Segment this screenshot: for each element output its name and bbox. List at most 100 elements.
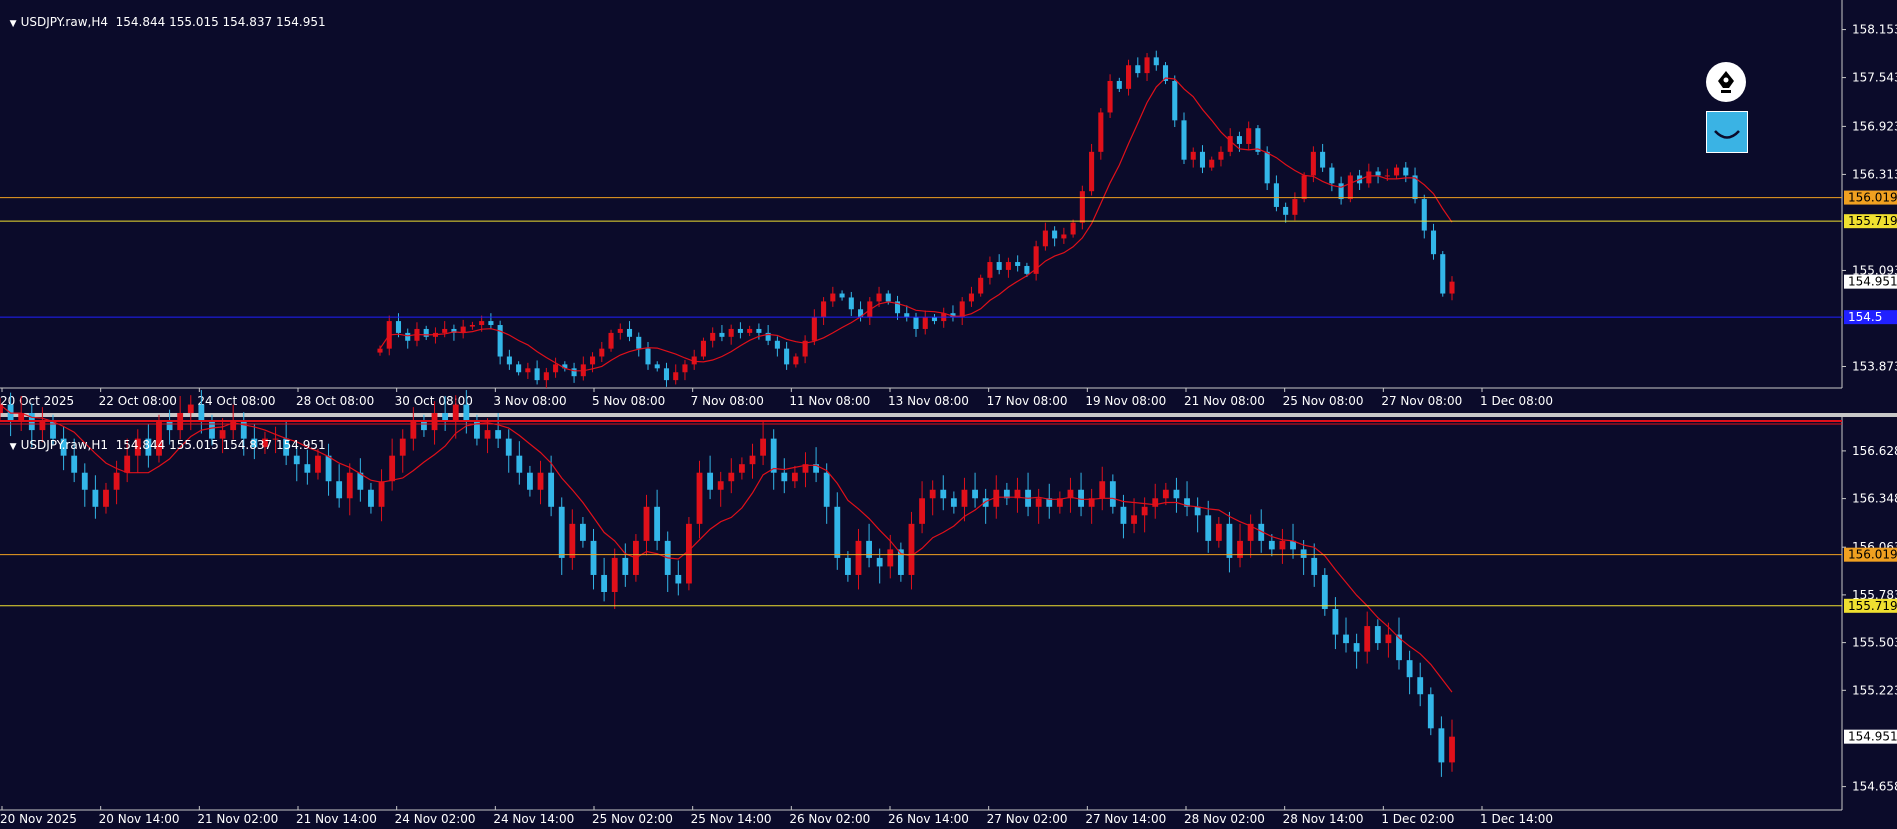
candle-body — [71, 455, 78, 473]
y-tick-label: 155.503 — [1852, 636, 1897, 650]
candle-body — [1056, 498, 1063, 507]
candle-body — [1332, 609, 1339, 635]
h4-ohlc-label: 154.844 155.015 154.837 154.951 — [115, 15, 326, 29]
h1-ohlc-label: 154.844 155.015 154.837 154.951 — [115, 438, 326, 452]
candle-body — [527, 472, 533, 490]
candle-body — [887, 549, 894, 567]
candle-body — [283, 438, 290, 456]
candle-body — [1438, 728, 1445, 763]
y-tick-label: 156.348 — [1852, 492, 1897, 506]
candle-body — [304, 464, 311, 473]
candle-body — [950, 498, 957, 507]
candle-body — [92, 489, 99, 507]
candle-body — [993, 489, 1000, 507]
candle-body — [377, 348, 383, 353]
price-level-label: 155.719 — [1848, 214, 1897, 228]
candle-body — [675, 574, 682, 584]
y-tick-label: 158.153 — [1852, 23, 1897, 37]
candle-body — [1152, 498, 1159, 507]
last-price-label: 154.951 — [1848, 275, 1897, 289]
collapse-triangle-icon[interactable]: ▼ — [9, 19, 17, 29]
candle-body — [717, 481, 724, 490]
candle-body — [855, 540, 862, 575]
price-level-tag — [1844, 214, 1897, 229]
candle-body — [599, 348, 605, 357]
candle-body — [1347, 175, 1353, 200]
candle-body — [1264, 151, 1270, 184]
candle-body — [156, 421, 162, 456]
y-tick-label: 156.628 — [1852, 444, 1897, 458]
x-tick-label: 27 Nov 08:00 — [1381, 394, 1462, 408]
smile-tool-button[interactable] — [1705, 110, 1749, 154]
candle-body — [756, 328, 762, 333]
x-tick-label: 30 Oct 08:00 — [395, 394, 473, 408]
last-price-label: 154.951 — [1848, 730, 1897, 744]
candle-body — [1237, 540, 1243, 558]
candle-body — [961, 489, 968, 507]
candle-body — [848, 297, 854, 310]
candle-body — [209, 421, 215, 439]
candle-body — [931, 317, 938, 322]
x-tick-label: 25 Nov 02:00 — [592, 812, 673, 826]
candle-body — [1394, 167, 1400, 176]
candle-body — [1218, 151, 1224, 160]
candle-body — [1173, 489, 1180, 499]
candle-body — [1226, 523, 1233, 558]
candle-body — [830, 293, 836, 302]
candle-body — [1172, 80, 1178, 121]
candle-body — [488, 321, 494, 326]
candle-body — [1247, 523, 1254, 541]
x-tick-label: 20 Nov 2025 — [0, 812, 77, 826]
candle-body — [1375, 171, 1381, 176]
candle-body — [673, 372, 679, 381]
x-tick-label: 7 Nov 08:00 — [691, 394, 764, 408]
collapse-triangle-icon[interactable]: ▼ — [9, 442, 17, 452]
candle-body — [60, 438, 67, 456]
candle-body — [1283, 206, 1289, 215]
candle-body — [1190, 151, 1196, 160]
candle-body — [395, 321, 402, 333]
candle-body — [219, 430, 226, 439]
candle-body — [399, 438, 406, 456]
candle-body — [643, 506, 650, 541]
candle-body — [590, 356, 596, 365]
candle-body — [1321, 574, 1328, 610]
candle-body — [469, 325, 475, 327]
candle-body — [1131, 515, 1137, 524]
candle-body — [571, 368, 577, 377]
candle-body — [1015, 262, 1021, 266]
candle-body — [908, 523, 915, 575]
x-tick-label: 28 Nov 14:00 — [1283, 812, 1364, 826]
candle-body — [1449, 736, 1455, 763]
candle-body — [1005, 262, 1011, 270]
candle-body — [1109, 481, 1116, 507]
candle-body — [747, 328, 753, 333]
candle-body — [558, 506, 565, 558]
candle-body — [1311, 557, 1318, 575]
candle-body — [543, 372, 549, 381]
candle-body — [645, 348, 651, 365]
candle-body — [608, 332, 614, 349]
candle-body — [1343, 634, 1349, 644]
candle-body — [1353, 643, 1360, 652]
candle-body — [1292, 199, 1298, 215]
candle-body — [1374, 626, 1381, 644]
candle-body — [336, 481, 343, 499]
candle-body — [760, 438, 767, 456]
candle-body — [876, 557, 883, 567]
candle-body — [423, 328, 429, 337]
candle-body — [505, 438, 512, 456]
candle-body — [791, 472, 798, 482]
candle-body — [611, 557, 618, 592]
candle-body — [230, 421, 237, 431]
x-tick-label: 17 Nov 08:00 — [987, 394, 1068, 408]
candle-body — [1120, 506, 1127, 524]
candle-body — [1184, 498, 1190, 507]
candle-body — [682, 364, 688, 373]
candle-body — [1412, 175, 1418, 200]
price-level-tag — [1844, 190, 1897, 205]
pen-tool-button[interactable] — [1706, 62, 1746, 102]
candle-body — [1427, 694, 1434, 729]
x-tick-label: 3 Nov 08:00 — [493, 394, 566, 408]
